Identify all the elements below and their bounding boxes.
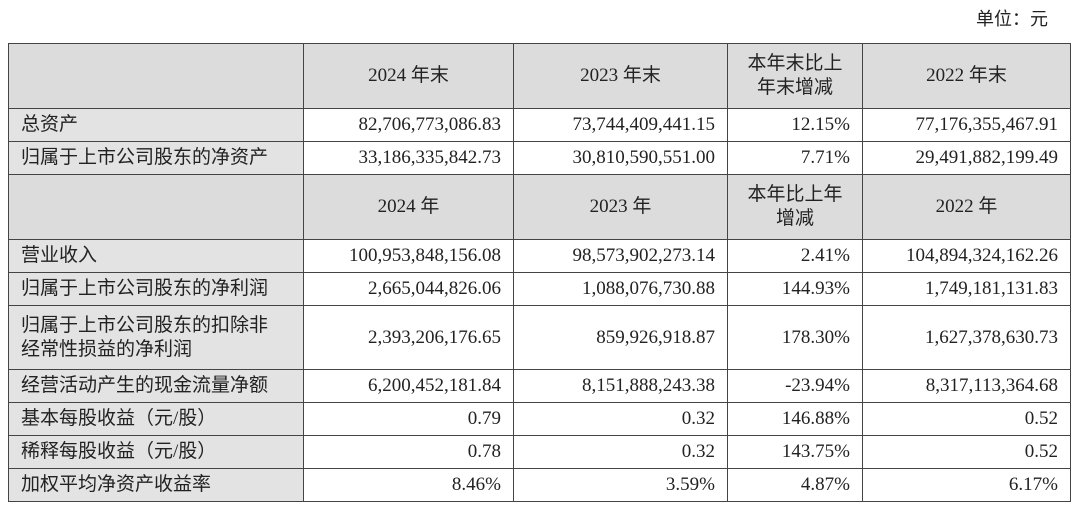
value-cell: 2,665,044,826.06 <box>303 272 514 306</box>
value-cell: 8,317,113,364.68 <box>862 369 1071 403</box>
header-cell: 本年末比上年末增减 <box>727 43 863 109</box>
value-cell: 2,393,206,176.65 <box>303 305 514 370</box>
value-cell: 29,491,882,199.49 <box>862 141 1071 175</box>
row-label: 基本每股收益（元/股） <box>8 402 304 436</box>
row-label: 经营活动产生的现金流量净额 <box>8 369 304 403</box>
value-cell: 0.79 <box>303 402 514 436</box>
value-cell: 104,894,324,162.26 <box>862 239 1071 273</box>
header-row: 2024 年末 2023 年末 本年末比上年末增减 2022 年末 <box>8 43 1071 109</box>
value-cell: 12.15% <box>727 108 863 142</box>
value-cell: 1,627,378,630.73 <box>862 305 1071 370</box>
value-cell: 100,953,848,156.08 <box>303 239 514 273</box>
data-row: 归属于上市公司股东的净利润 2,665,044,826.06 1,088,076,7… <box>8 272 1071 306</box>
value-cell: 77,176,355,467.91 <box>862 108 1071 142</box>
row-label: 归属于上市公司股东的净资产 <box>8 141 304 175</box>
value-cell: 144.93% <box>727 272 863 306</box>
header-cell <box>8 43 304 109</box>
header-row: 2024 年 2023 年本年比上年增减 2022 年 <box>8 174 1071 240</box>
data-row: 稀释每股收益（元/股） 0.78 0.32 143.75% 0.52 <box>8 435 1071 469</box>
header-cell: 2022 年 <box>862 174 1071 240</box>
row-label: 加权平均净资产收益率 <box>8 468 304 502</box>
value-cell: 146.88% <box>727 402 863 436</box>
value-cell: 0.32 <box>513 402 728 436</box>
value-cell: 859,926,918.87 <box>513 305 728 370</box>
data-row: 经营活动产生的现金流量净额 6,200,452,181.84 8,151,888,2… <box>8 369 1071 403</box>
financial-table: 2024 年末 2023 年末 本年末比上年末增减 2022 年末 总资产 82,706,… <box>8 43 1071 502</box>
value-cell: 0.52 <box>862 435 1071 469</box>
value-cell: 33,186,335,842.73 <box>303 141 514 175</box>
header-cell: 2022 年末 <box>862 43 1071 109</box>
header-cell: 2023 年 <box>513 174 728 240</box>
value-cell: 98,573,902,273.14 <box>513 239 728 273</box>
data-row: 总资产 82,706,773,086.83 73,744,409,441.15 12.… <box>8 108 1071 142</box>
data-row: 加权平均净资产收益率 8.46% 3.59% 4.87% 6.17% <box>8 468 1071 502</box>
value-cell: -23.94% <box>727 369 863 403</box>
value-cell: 0.52 <box>862 402 1071 436</box>
header-cell: 2023 年末 <box>513 43 728 109</box>
data-row: 基本每股收益（元/股） 0.79 0.32 146.88% 0.52 <box>8 402 1071 436</box>
value-cell: 0.78 <box>303 435 514 469</box>
header-cell: 2024 年末 <box>303 43 514 109</box>
header-cell <box>8 174 304 240</box>
value-cell: 1,749,181,131.83 <box>862 272 1071 306</box>
value-cell: 30,810,590,551.00 <box>513 141 728 175</box>
row-label: 归属于上市公司股东的净利润 <box>8 272 304 306</box>
value-cell: 2.41% <box>727 239 863 273</box>
value-cell: 6.17% <box>862 468 1071 502</box>
value-cell: 6,200,452,181.84 <box>303 369 514 403</box>
data-row: 归属于上市公司股东的净资产 33,186,335,842.73 30,810,590… <box>8 141 1071 175</box>
value-cell: 82,706,773,086.83 <box>303 108 514 142</box>
value-cell: 143.75% <box>727 435 863 469</box>
value-cell: 178.30% <box>727 305 863 370</box>
unit-label: 单位：元 <box>976 9 1048 29</box>
value-cell: 7.71% <box>727 141 863 175</box>
value-cell: 0.32 <box>513 435 728 469</box>
value-cell: 1,088,076,730.88 <box>513 272 728 306</box>
data-row: 营业收入 100,953,848,156.08 98,573,902,273.14 2… <box>8 239 1071 273</box>
table-body: 2024 年末 2023 年末 本年末比上年末增减 2022 年末 总资产 82,706,… <box>8 43 1071 502</box>
row-label: 总资产 <box>8 108 304 142</box>
value-cell: 3.59% <box>513 468 728 502</box>
row-label: 稀释每股收益（元/股） <box>8 435 304 469</box>
value-cell: 4.87% <box>727 468 863 502</box>
row-label: 营业收入 <box>8 239 304 273</box>
header-cell: 本年比上年增减 <box>727 174 863 240</box>
header-cell: 2024 年 <box>303 174 514 240</box>
data-row: 归属于上市公司股东的扣除非经常性损益的净利润 2,393,206,176.65 85… <box>8 305 1071 370</box>
value-cell: 8.46% <box>303 468 514 502</box>
row-label: 归属于上市公司股东的扣除非经常性损益的净利润 <box>8 305 304 370</box>
value-cell: 73,744,409,441.15 <box>513 108 728 142</box>
value-cell: 8,151,888,243.38 <box>513 369 728 403</box>
